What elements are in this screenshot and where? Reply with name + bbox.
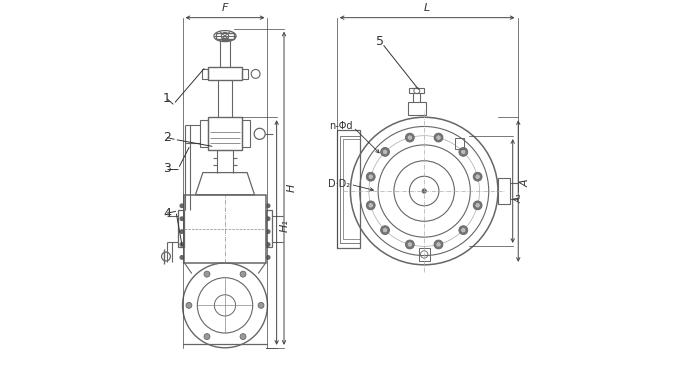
- Circle shape: [475, 203, 481, 208]
- Text: H: H: [287, 184, 297, 192]
- Circle shape: [381, 226, 389, 235]
- Text: H₁: H₁: [279, 219, 290, 232]
- Bar: [200, 120, 208, 147]
- Circle shape: [383, 149, 387, 154]
- Circle shape: [240, 271, 246, 277]
- Circle shape: [381, 147, 389, 156]
- Circle shape: [267, 230, 270, 234]
- Circle shape: [459, 147, 468, 156]
- Circle shape: [460, 228, 466, 233]
- Text: A₁: A₁: [514, 194, 523, 203]
- Circle shape: [204, 271, 210, 277]
- Bar: [340, 136, 360, 243]
- Circle shape: [406, 240, 414, 249]
- Bar: [242, 120, 250, 147]
- Circle shape: [436, 135, 441, 140]
- Bar: [265, 210, 272, 247]
- Bar: [337, 130, 360, 248]
- Text: L: L: [424, 3, 430, 13]
- Circle shape: [473, 201, 482, 210]
- Bar: [344, 140, 360, 239]
- Bar: [202, 69, 209, 78]
- Circle shape: [204, 334, 210, 339]
- Bar: [208, 117, 242, 150]
- Bar: [209, 68, 242, 80]
- Circle shape: [180, 217, 184, 220]
- Bar: [216, 33, 234, 39]
- Circle shape: [407, 242, 412, 247]
- Circle shape: [258, 302, 264, 308]
- Bar: [178, 210, 184, 247]
- Bar: [408, 102, 426, 116]
- Text: 2: 2: [163, 131, 171, 144]
- Text: F: F: [222, 3, 228, 13]
- Circle shape: [406, 133, 414, 142]
- Bar: [242, 69, 248, 78]
- Bar: [456, 138, 464, 148]
- Bar: [418, 248, 430, 261]
- Text: 3: 3: [163, 162, 171, 176]
- Circle shape: [459, 226, 468, 235]
- Circle shape: [180, 230, 184, 234]
- Circle shape: [180, 243, 184, 246]
- Circle shape: [267, 217, 270, 220]
- Bar: [498, 178, 510, 204]
- Circle shape: [422, 189, 427, 193]
- Circle shape: [368, 203, 373, 208]
- Circle shape: [180, 256, 184, 259]
- Circle shape: [267, 256, 270, 259]
- Bar: [184, 195, 265, 263]
- Text: D·D₂: D·D₂: [327, 179, 350, 189]
- Circle shape: [368, 174, 373, 179]
- Bar: [410, 88, 424, 93]
- Circle shape: [460, 149, 466, 154]
- Circle shape: [267, 204, 270, 208]
- Circle shape: [475, 174, 481, 179]
- Text: A: A: [520, 180, 531, 188]
- Text: n-Φd: n-Φd: [329, 121, 353, 131]
- Circle shape: [436, 242, 441, 247]
- Circle shape: [180, 204, 184, 208]
- Text: 5: 5: [376, 35, 384, 48]
- Circle shape: [434, 240, 443, 249]
- Circle shape: [267, 243, 270, 246]
- Circle shape: [367, 201, 375, 210]
- Text: 4: 4: [163, 207, 171, 220]
- Circle shape: [367, 172, 375, 181]
- Circle shape: [407, 135, 412, 140]
- Circle shape: [434, 133, 443, 142]
- Circle shape: [240, 334, 246, 339]
- Circle shape: [383, 228, 387, 233]
- Circle shape: [186, 302, 192, 308]
- Circle shape: [473, 172, 482, 181]
- Text: 1: 1: [163, 92, 171, 105]
